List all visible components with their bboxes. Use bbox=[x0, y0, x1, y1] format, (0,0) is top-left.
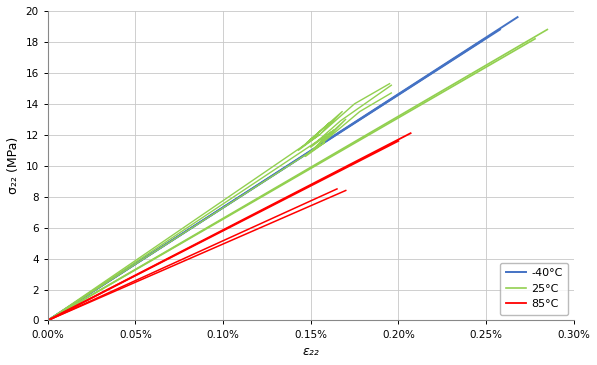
85°C bbox=[407, 131, 414, 135]
Y-axis label: σ₂₂ (MPa): σ₂₂ (MPa) bbox=[7, 137, 20, 194]
X-axis label: ε₂₂: ε₂₂ bbox=[302, 345, 319, 358]
Legend: -40°C, 25°C, 85°C: -40°C, 25°C, 85°C bbox=[500, 263, 568, 315]
85°C bbox=[44, 318, 51, 323]
Line: 85°C: 85°C bbox=[48, 133, 411, 320]
